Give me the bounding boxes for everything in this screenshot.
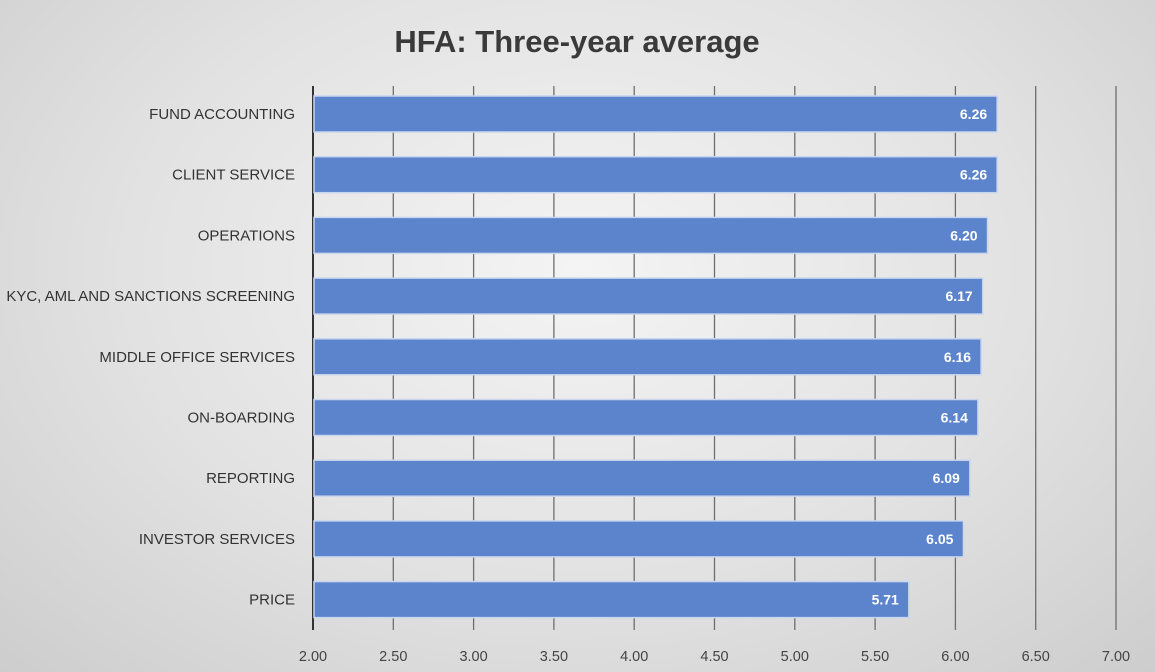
x-tick-label: 2.00 — [299, 649, 327, 665]
category-label: PRICE — [249, 592, 295, 609]
x-tick-label: 7.00 — [1102, 649, 1130, 665]
category-label: MIDDLE OFFICE SERVICES — [99, 349, 295, 366]
data-label: 5.71 — [872, 592, 899, 608]
bars: 6.26 6.26 6.20 6.17 6.16 6.14 6.09 6.05 5.71 — [313, 95, 998, 619]
category-label: OPERATIONS — [198, 227, 295, 244]
x-tick-label: 3.00 — [459, 649, 487, 665]
category-label: KYC, AML AND SANCTIONS SCREENING — [6, 288, 295, 305]
data-label: 6.14 — [941, 410, 968, 426]
bar — [313, 95, 998, 133]
x-tick-labels: 2.00 2.50 3.00 3.50 4.00 4.50 5.00 5.50 6.00 6.50… — [299, 649, 1130, 665]
bar — [313, 580, 910, 619]
x-tick-label: 2.50 — [379, 649, 407, 665]
category-label: INVESTOR SERVICES — [139, 531, 295, 548]
data-label: 6.17 — [945, 288, 972, 304]
x-tick-label: 4.50 — [700, 649, 728, 665]
category-label: ON-BOARDING — [187, 410, 295, 427]
x-tick-label: 3.50 — [540, 649, 568, 665]
data-label: 6.16 — [944, 349, 971, 365]
bar — [313, 459, 971, 497]
data-label: 6.26 — [960, 106, 987, 122]
x-tick-label: 6.00 — [941, 649, 969, 665]
bar — [313, 520, 965, 558]
bar — [313, 277, 984, 315]
bar — [313, 398, 979, 437]
category-label: FUND ACCOUNTING — [149, 106, 295, 123]
bar — [313, 216, 989, 255]
data-label: 6.20 — [950, 227, 977, 243]
data-label: 6.05 — [926, 531, 953, 547]
x-tick-label: 4.00 — [620, 649, 648, 665]
data-label: 6.09 — [933, 470, 960, 486]
bar — [313, 338, 982, 376]
category-labels: FUND ACCOUNTING CLIENT SERVICE OPERATIONS K… — [6, 106, 295, 609]
data-label: 6.26 — [960, 167, 987, 183]
category-label: CLIENT SERVICE — [172, 167, 295, 184]
x-tick-label: 5.00 — [781, 649, 809, 665]
x-tick-label: 5.50 — [861, 649, 889, 665]
x-tick-label: 6.50 — [1022, 649, 1050, 665]
category-label: REPORTING — [206, 470, 295, 487]
chart-title: HFA: Three-year average — [394, 24, 759, 59]
bar — [313, 155, 998, 194]
